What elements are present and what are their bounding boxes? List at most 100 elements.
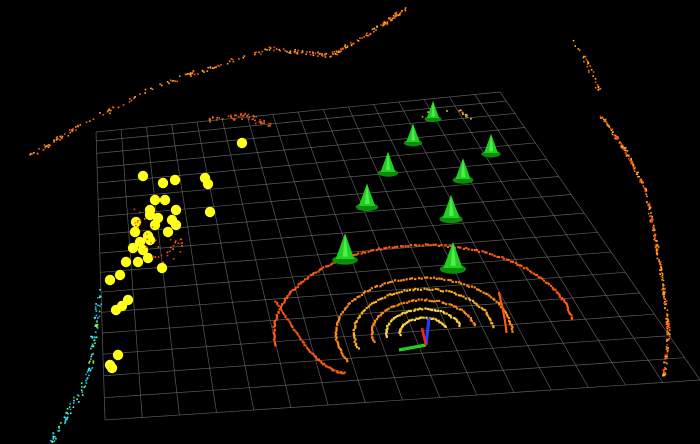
lidar-point [586,60,589,62]
scan-point [505,311,508,315]
far-lidar-points [29,7,671,377]
lidar-point [258,121,261,123]
lidar-point [398,14,401,16]
lidar-point [42,149,45,151]
lidar-point [66,412,68,414]
lidar-point [64,420,67,423]
scan-point [450,290,453,293]
scan-point [467,248,470,251]
scan-point [526,268,529,271]
lidar-point [666,344,669,346]
scan-point [283,313,286,316]
scan-point [498,303,501,306]
scan-point [430,308,434,312]
scan-point [306,277,309,280]
track-point-icon [142,252,154,264]
scan-point [312,353,315,356]
lidar-point [284,49,287,52]
scan-point [311,352,314,355]
scan-point [337,346,340,349]
scan-point [426,288,429,291]
lidar-point [73,396,75,399]
lidar-point [645,193,647,196]
scan-point [457,321,461,324]
lidar-point [312,52,314,54]
lidar-point [627,154,629,157]
lidar-point [98,310,101,313]
scan-point [457,246,460,249]
scan-point [331,262,334,265]
lidar-point [446,110,448,112]
lidar-point [618,142,621,144]
lidar-point [273,49,275,52]
scan-point [425,298,428,301]
scan-point [426,307,430,311]
lidar-point [629,159,631,162]
scan-point [364,290,367,293]
lidar-point [139,223,142,225]
scan-point [388,322,391,325]
traffic-cone-icon [481,133,501,158]
scan-point [407,309,410,313]
scan-point [428,288,431,291]
lidar-point [178,75,181,78]
scan-point [279,307,282,310]
lidar-point [218,65,221,67]
lidar-point [470,117,472,120]
ground-grid [95,91,700,421]
lidar-point [247,113,250,116]
lidar-point [586,65,589,68]
lidar-point [68,129,71,131]
lidar-point [96,326,98,328]
lidar-point [80,382,83,384]
scan-point [331,369,334,372]
scan-point [386,324,389,327]
lidar-point [243,55,246,57]
scan-point [370,333,373,336]
lidar-point [662,287,664,290]
lidar-point [345,46,347,49]
scan-point [402,323,405,326]
lidar-point [58,427,60,429]
lidar-point [239,113,242,116]
scan-point [353,322,357,325]
lidar-point [157,246,160,248]
scan-point [385,308,389,311]
lidar-point [85,121,88,124]
lidar-point [633,170,636,172]
lidar-point [623,146,625,149]
lidar-point [664,354,667,356]
lidar-point [96,297,99,299]
lidar-point [658,260,660,262]
lidar-point [63,416,66,419]
lidar-point [234,118,236,121]
scan-point [318,268,322,271]
scan-point [379,314,382,317]
scan-point [304,344,307,347]
lidar-point [216,116,219,119]
grid-line [103,335,670,377]
scan-point [467,297,470,300]
track-point-icon [236,137,248,149]
lidar-point [365,34,367,36]
scan-point [400,313,403,316]
scan-point [479,290,482,293]
lidar-point [633,167,636,170]
scan-point [437,244,441,248]
lidar-point [645,189,648,191]
lidar-point [77,125,79,128]
scan-point [410,277,414,280]
lidar-point [620,146,622,148]
lidar-point [630,160,633,162]
lidar-point [648,215,651,218]
scan-point [462,295,465,298]
cone-highlight [489,133,494,152]
scan-point [394,316,397,319]
scan-point [309,273,313,277]
lidar-point [85,373,87,376]
scan-point [386,327,389,330]
scan-point [318,359,321,362]
lidar-point [623,148,626,151]
lidar-point [96,327,99,329]
